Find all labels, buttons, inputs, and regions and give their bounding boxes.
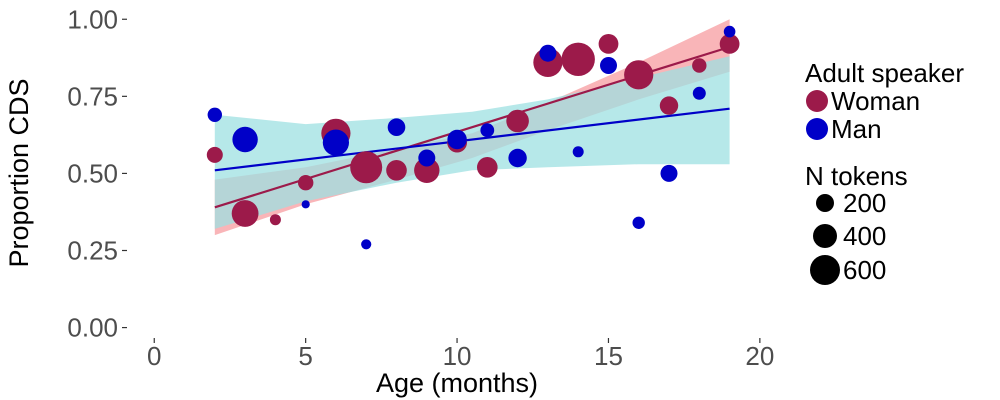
point-man-6 [418,149,436,167]
x-tick-label-3: 15 [594,341,623,371]
point-man-9 [508,148,527,168]
point-woman-17 [719,34,740,54]
point-man-2 [301,200,310,209]
point-man-3 [322,129,349,156]
legend-size-200-label: 200 [843,188,886,218]
point-man-13 [632,216,645,229]
legend-size-400-label: 400 [843,221,886,251]
y-tick-label-0: 0.00 [67,313,118,343]
point-man-7 [447,129,467,150]
point-man-5 [387,118,406,136]
legend-size-400-swatch [813,224,837,248]
point-man-10 [539,44,557,62]
point-woman-6 [386,160,407,181]
legend-man-swatch [806,118,828,140]
point-man-14 [660,164,678,182]
ribbon-man [214,56,730,229]
point-woman-5 [350,151,383,184]
data-points [206,25,740,250]
point-woman-0 [206,146,223,163]
point-woman-10 [506,109,529,133]
point-woman-3 [298,175,314,191]
legend-size-title: N tokens [805,161,908,191]
point-woman-7 [414,157,440,183]
y-tick-label-1: 0.25 [67,236,118,266]
point-woman-13 [598,34,619,54]
point-woman-15 [659,96,679,115]
legend-size-600-swatch [810,255,840,285]
point-man-12 [600,57,617,74]
point-man-8 [480,123,495,138]
x-axis-title: Age (months) [376,368,538,398]
point-man-11 [572,146,584,158]
y-tick-label-3: 0.75 [67,81,118,111]
legend-woman-swatch [806,90,828,112]
legend-color-title: Adult speaker [805,58,964,88]
x-tick-label-2: 10 [443,341,472,371]
point-woman-12 [561,42,595,76]
point-woman-9 [477,157,498,178]
y-axis: 0.00 0.25 0.50 0.75 1.00 [67,4,127,343]
point-man-0 [207,107,222,123]
y-axis-title: Proportion CDS [4,78,34,267]
legend-size-200-swatch [816,194,834,212]
point-woman-14 [624,60,654,90]
point-man-16 [723,25,736,38]
legend: Adult speaker Woman Man N tokens 200 400… [805,58,964,285]
x-tick-label-1: 5 [298,341,312,371]
x-tick-label-4: 20 [745,341,774,371]
confidence-ribbons [214,19,730,236]
point-man-1 [232,126,258,153]
y-tick-label-2: 0.50 [67,158,118,188]
point-woman-1 [231,200,259,227]
point-woman-2 [269,214,281,226]
x-tick-label-0: 0 [147,341,161,371]
x-axis: 0 5 10 15 20 [147,338,774,371]
y-tick-label-4: 1.00 [67,4,118,34]
trend-line-man [214,107,730,172]
legend-man-label: Man [831,114,882,144]
legend-woman-label: Woman [831,86,920,116]
point-man-4 [361,239,372,250]
point-woman-16 [692,58,707,73]
legend-size-600-label: 600 [843,255,886,285]
point-man-15 [692,86,706,100]
